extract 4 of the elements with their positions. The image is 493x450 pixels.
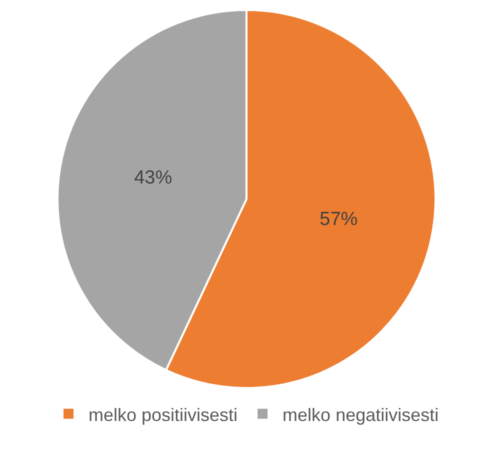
legend-label: melko positiivisesti bbox=[88, 404, 238, 425]
data-label: 57% bbox=[320, 209, 358, 230]
legend-label: melko negatiivisesti bbox=[282, 404, 439, 425]
data-label: 43% bbox=[134, 168, 172, 189]
